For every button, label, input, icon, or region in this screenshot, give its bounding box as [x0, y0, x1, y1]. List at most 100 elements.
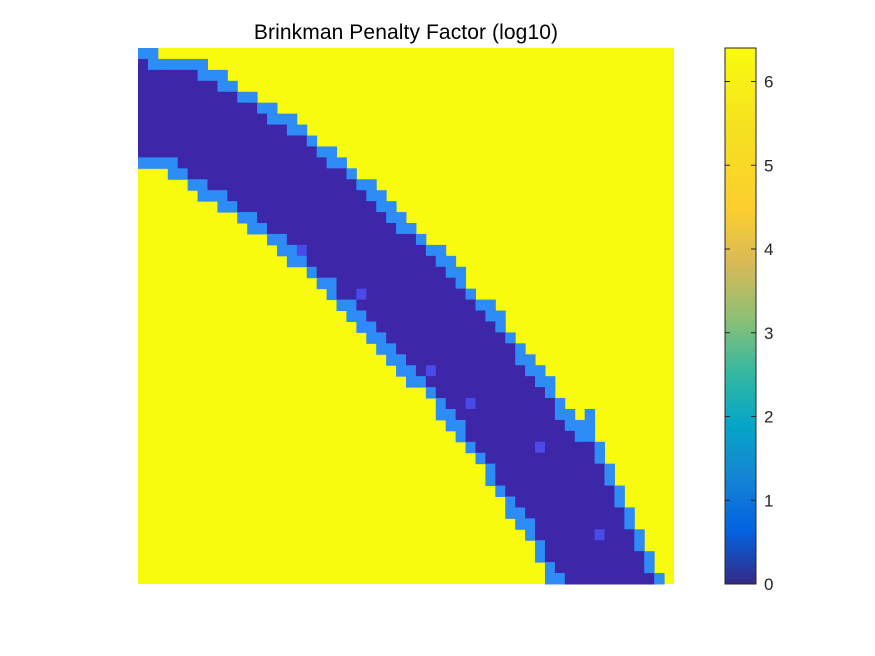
- interface-cell: [207, 69, 218, 82]
- fluid-cell: [485, 376, 496, 388]
- fluid-cell: [326, 212, 338, 224]
- fluid-cell: [227, 135, 238, 147]
- fluid-cell: [525, 387, 536, 399]
- interface-cell: [217, 201, 228, 213]
- fluid-cell: [475, 343, 486, 355]
- fluid-cell: [465, 343, 476, 355]
- fluid-cell: [296, 212, 308, 224]
- fluid-cell: [197, 102, 208, 115]
- fluid-cell: [475, 354, 486, 366]
- fluid-cell: [138, 102, 149, 115]
- fluid-cell: [276, 212, 288, 224]
- fluid-cell: [574, 496, 586, 508]
- patch-cell: [425, 365, 437, 377]
- fluid-cell: [544, 496, 556, 508]
- interface-cell: [237, 91, 248, 104]
- fluid-cell: [366, 310, 377, 322]
- fluid-cell: [535, 452, 546, 465]
- interface-cell: [306, 135, 318, 147]
- interface-cell: [247, 223, 258, 235]
- interface-cell: [197, 179, 208, 191]
- fluid-cell: [406, 343, 417, 355]
- fluid-cell: [455, 398, 467, 410]
- fluid-cell: [366, 212, 377, 224]
- fluid-cell: [465, 299, 476, 312]
- fluid-cell: [544, 551, 556, 563]
- fluid-cell: [634, 551, 645, 563]
- fluid-cell: [316, 266, 328, 279]
- fluid-cell: [604, 540, 615, 552]
- fluid-cell: [227, 179, 238, 191]
- interface-cell: [177, 168, 189, 180]
- fluid-cell: [366, 266, 377, 279]
- fluid-cell: [326, 179, 338, 191]
- fluid-cell: [574, 452, 586, 465]
- fluid-cell: [594, 562, 606, 574]
- fluid-cell: [544, 398, 556, 410]
- fluid-cell: [237, 157, 248, 169]
- fluid-cell: [197, 135, 208, 147]
- interface-cell: [604, 463, 615, 476]
- fluid-cell: [177, 91, 189, 104]
- fluid-cell: [445, 354, 457, 366]
- fluid-cell: [594, 518, 606, 530]
- fluid-cell: [396, 332, 407, 344]
- fluid-cell: [445, 321, 457, 333]
- fluid-cell: [445, 343, 457, 355]
- fluid-cell: [594, 485, 606, 497]
- fluid-cell: [584, 518, 596, 530]
- fluid-cell: [564, 485, 576, 497]
- fluid-cell: [147, 135, 159, 147]
- fluid-cell: [157, 69, 169, 82]
- fluid-cell: [584, 562, 596, 574]
- fluid-cell: [415, 277, 427, 290]
- fluid-cell: [197, 168, 208, 180]
- fluid-cell: [435, 277, 447, 290]
- interface-cell: [525, 365, 536, 377]
- interface-cell: [406, 376, 417, 388]
- fluid-cell: [425, 321, 437, 333]
- fluid-cell: [336, 190, 347, 202]
- fluid-cell: [396, 233, 407, 246]
- interface-cell: [396, 223, 407, 235]
- fluid-cell: [505, 430, 516, 443]
- fluid-cell: [257, 157, 268, 169]
- fluid-cell: [415, 321, 427, 333]
- fluid-cell: [217, 168, 228, 180]
- interface-cell: [147, 58, 159, 71]
- fluid-cell: [495, 387, 506, 399]
- fluid-cell: [465, 419, 476, 432]
- fluid-cell: [296, 146, 308, 158]
- fluid-cell: [505, 463, 516, 476]
- fluid-cell: [574, 551, 586, 563]
- fluid-cell: [138, 113, 149, 126]
- fluid-cell: [604, 573, 615, 585]
- fluid-cell: [475, 408, 486, 421]
- fluid-cell: [495, 452, 506, 465]
- interface-cell: [138, 157, 149, 169]
- fluid-cell: [237, 102, 248, 115]
- fluid-cell: [564, 430, 576, 443]
- fluid-cell: [564, 441, 576, 454]
- fluid-cell: [475, 365, 486, 377]
- fluid-cell: [316, 157, 328, 169]
- fluid-cell: [445, 365, 457, 377]
- fluid-cell: [485, 452, 496, 465]
- fluid-cell: [554, 540, 566, 552]
- fluid-cell: [366, 288, 377, 301]
- interface-cell: [167, 157, 179, 169]
- fluid-cell: [406, 321, 417, 333]
- fluid-cell: [147, 91, 159, 104]
- fluid-cell: [594, 540, 606, 552]
- fluid-cell: [515, 463, 526, 476]
- fluid-cell: [396, 321, 407, 333]
- fluid-cell: [386, 223, 397, 235]
- fluid-cell: [366, 223, 377, 235]
- fluid-cell: [376, 266, 387, 279]
- fluid-cell: [455, 299, 467, 312]
- fluid-cell: [386, 244, 397, 257]
- fluid-cell: [485, 430, 496, 443]
- fluid-cell: [544, 507, 556, 519]
- fluid-cell: [197, 91, 208, 104]
- interface-cell: [515, 354, 526, 366]
